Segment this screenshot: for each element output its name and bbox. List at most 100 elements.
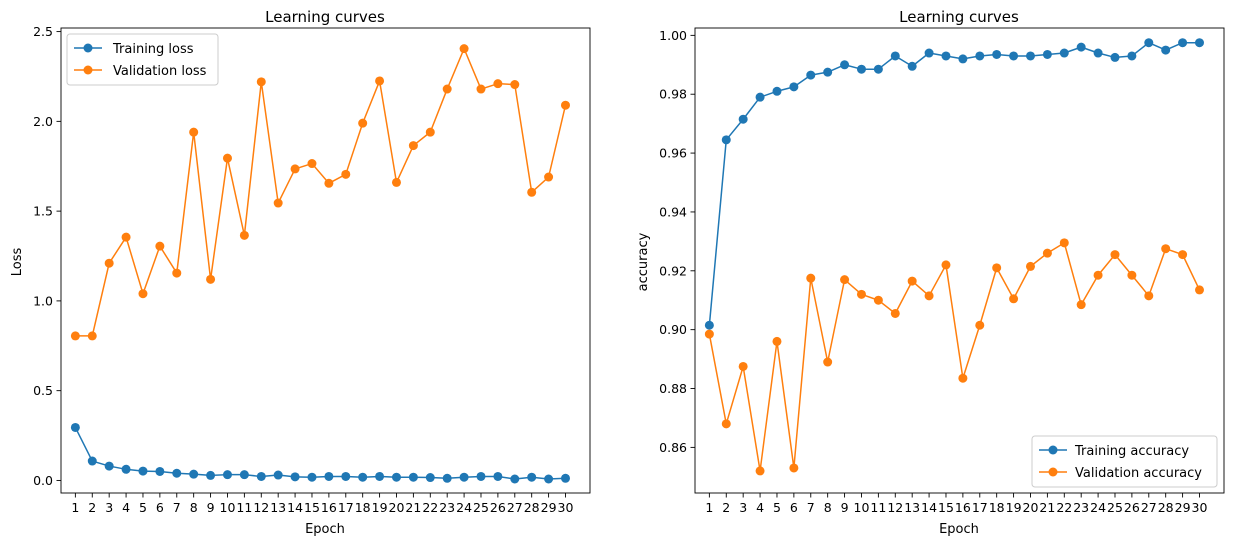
loss-x-tick-label-6: 6: [156, 500, 164, 515]
accuracy-point-training-accuracy-2: [721, 135, 731, 145]
loss-point-validation-loss-6: [155, 241, 165, 251]
loss-x-tick-label-14: 14: [287, 500, 303, 515]
accuracy-x-tick-label-19: 19: [1006, 500, 1022, 515]
loss-x-tick-label-16: 16: [321, 500, 337, 515]
accuracy-y-tick-label-7: 0.98: [659, 87, 687, 102]
accuracy-point-validation-accuracy-10: [856, 289, 866, 299]
loss-point-validation-loss-8: [189, 127, 199, 137]
accuracy-point-validation-accuracy-5: [772, 336, 782, 346]
accuracy-x-tick-label-17: 17: [972, 500, 988, 515]
accuracy-x-tick-label-11: 11: [870, 500, 886, 515]
accuracy-point-training-accuracy-16: [958, 54, 968, 64]
accuracy-point-validation-accuracy-23: [1076, 300, 1086, 310]
loss-point-training-loss-12: [256, 471, 266, 481]
loss-chart-xlabel: Epoch: [305, 522, 345, 537]
accuracy-x-tick-label-20: 20: [1023, 500, 1039, 515]
accuracy-x-tick-label-16: 16: [955, 500, 971, 515]
loss-point-validation-loss-23: [442, 84, 452, 94]
loss-point-validation-loss-17: [341, 169, 351, 179]
loss-point-validation-loss-30: [560, 100, 570, 110]
accuracy-x-tick-label-8: 8: [824, 500, 832, 515]
accuracy-point-validation-accuracy-4: [755, 466, 765, 476]
accuracy-x-tick-label-10: 10: [854, 500, 870, 515]
loss-point-training-loss-30: [560, 473, 570, 483]
accuracy-x-tick-label-29: 29: [1175, 500, 1191, 515]
accuracy-x-tick-label-25: 25: [1107, 500, 1123, 515]
loss-point-validation-loss-15: [307, 159, 317, 169]
loss-chart-title: Learning curves: [265, 8, 385, 26]
loss-x-tick-label-1: 1: [71, 500, 79, 515]
loss-point-training-loss-15: [307, 472, 317, 482]
loss-point-validation-loss-11: [239, 230, 249, 240]
loss-chart-lines: [74, 47, 567, 480]
accuracy-x-tick-label-4: 4: [756, 500, 764, 515]
loss-point-training-loss-9: [206, 470, 216, 480]
accuracy-y-tick-label-4: 0.92: [659, 263, 687, 278]
accuracy-point-validation-accuracy-13: [907, 276, 917, 286]
accuracy-chart-points: [704, 38, 1204, 476]
accuracy-point-training-accuracy-21: [1042, 49, 1052, 59]
loss-point-training-loss-29: [544, 474, 554, 484]
loss-series-line-validation-loss: [75, 47, 567, 337]
loss-point-validation-loss-10: [222, 153, 232, 163]
loss-x-tick-label-3: 3: [105, 500, 113, 515]
loss-point-training-loss-17: [341, 471, 351, 481]
loss-point-training-loss-6: [155, 466, 165, 476]
loss-point-validation-loss-25: [476, 84, 486, 94]
loss-legend-marker-training: [83, 43, 93, 53]
accuracy-x-tick-label-26: 26: [1124, 500, 1140, 515]
accuracy-point-validation-accuracy-20: [1025, 261, 1035, 271]
accuracy-point-training-accuracy-3: [738, 114, 748, 124]
accuracy-x-tick-label-24: 24: [1090, 500, 1106, 515]
accuracy-x-tick-label-22: 22: [1056, 500, 1072, 515]
accuracy-y-tick-label-8: 1.00: [659, 28, 687, 43]
accuracy-x-tick-label-30: 30: [1192, 500, 1208, 515]
accuracy-y-tick-label-6: 0.96: [659, 146, 687, 161]
accuracy-chart-xlabel: Epoch: [939, 522, 979, 537]
accuracy-point-validation-accuracy-28: [1161, 244, 1171, 254]
accuracy-x-tick-label-15: 15: [938, 500, 954, 515]
accuracy-point-training-accuracy-29: [1178, 38, 1188, 48]
accuracy-point-validation-accuracy-3: [738, 361, 748, 371]
loss-point-training-loss-13: [273, 470, 283, 480]
loss-x-tick-label-17: 17: [338, 500, 354, 515]
loss-point-validation-loss-16: [324, 178, 334, 188]
accuracy-point-validation-accuracy-8: [823, 357, 833, 367]
accuracy-legend-marker-validation: [1048, 467, 1058, 477]
accuracy-point-training-accuracy-27: [1144, 38, 1154, 48]
loss-x-tick-label-30: 30: [558, 500, 574, 515]
loss-point-training-loss-14: [290, 472, 300, 482]
accuracy-legend-marker-training: [1048, 445, 1058, 455]
accuracy-point-validation-accuracy-12: [890, 308, 900, 318]
loss-x-tick-label-7: 7: [173, 500, 181, 515]
loss-point-training-loss-20: [391, 472, 401, 482]
accuracy-point-validation-accuracy-21: [1042, 248, 1052, 258]
loss-x-tick-label-12: 12: [253, 500, 269, 515]
loss-point-training-loss-27: [510, 474, 520, 484]
accuracy-point-validation-accuracy-24: [1093, 270, 1103, 280]
loss-x-tick-label-19: 19: [372, 500, 388, 515]
accuracy-point-validation-accuracy-18: [992, 263, 1002, 273]
loss-point-validation-loss-21: [408, 141, 418, 151]
loss-chart-points: [70, 44, 570, 484]
accuracy-point-training-accuracy-30: [1194, 38, 1204, 48]
loss-series-line-training-loss: [74, 427, 566, 480]
loss-point-training-loss-7: [172, 468, 182, 478]
accuracy-x-tick-label-23: 23: [1073, 500, 1089, 515]
accuracy-x-tick-label-1: 1: [705, 500, 713, 515]
accuracy-point-validation-accuracy-9: [840, 275, 850, 285]
accuracy-x-tick-label-6: 6: [790, 500, 798, 515]
accuracy-point-validation-accuracy-26: [1127, 270, 1137, 280]
accuracy-point-validation-accuracy-11: [873, 295, 883, 305]
accuracy-point-training-accuracy-7: [806, 70, 816, 80]
accuracy-y-tick-label-1: 0.86: [659, 440, 687, 455]
accuracy-y-tick-label-3: 0.90: [659, 322, 687, 337]
accuracy-point-training-accuracy-12: [890, 51, 900, 61]
accuracy-point-training-accuracy-23: [1076, 42, 1086, 52]
loss-point-validation-loss-27: [510, 80, 520, 90]
loss-point-training-loss-2: [87, 456, 97, 466]
loss-point-validation-loss-28: [527, 187, 537, 197]
accuracy-point-training-accuracy-14: [924, 48, 934, 58]
loss-point-validation-loss-20: [391, 177, 401, 187]
accuracy-x-tick-label-2: 2: [722, 500, 730, 515]
